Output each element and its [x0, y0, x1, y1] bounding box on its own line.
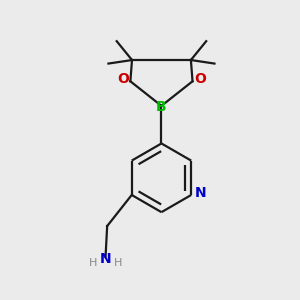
- Text: N: N: [100, 252, 111, 266]
- Text: N: N: [195, 186, 207, 200]
- Text: H: H: [89, 258, 97, 268]
- Text: H: H: [114, 258, 122, 268]
- Text: O: O: [117, 72, 129, 86]
- Text: B: B: [156, 100, 167, 115]
- Text: O: O: [194, 72, 206, 86]
